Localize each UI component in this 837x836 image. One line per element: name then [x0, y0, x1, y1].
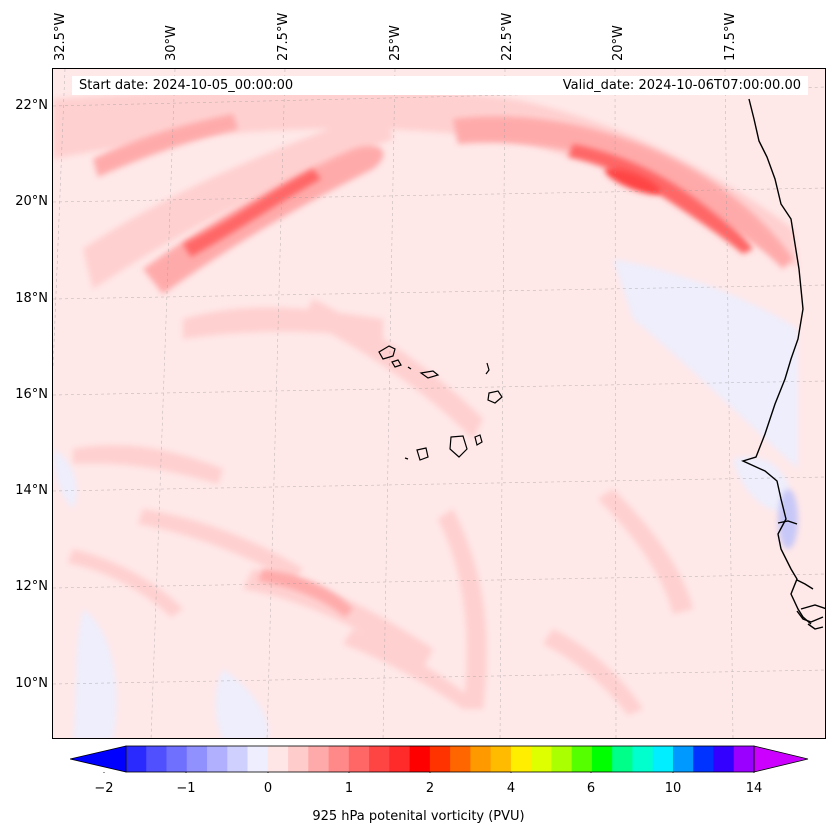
coastline [741, 98, 825, 630]
colorbar-segment [207, 746, 228, 772]
colorbar-segment [672, 746, 694, 772]
colorbar-tick-label: 6 [586, 781, 596, 796]
colorbar-tickmarks [103, 772, 755, 773]
colorbar-outline [125, 745, 755, 773]
colorbar-segment [126, 746, 147, 772]
longitude-label: 32.5°W [53, 12, 68, 61]
longitude-label: 20°W [611, 25, 626, 61]
colorbar-label: 925 hPa potenital vorticity (PVU) [312, 809, 525, 824]
colorbar-segment [571, 746, 593, 772]
colorbar-segment [267, 746, 289, 772]
colorbar-segment [450, 746, 471, 772]
latitude-label: 14°N [15, 483, 48, 498]
colorbar [70, 745, 809, 773]
colorbar-segment [531, 746, 552, 772]
colorbar-segment [551, 746, 573, 772]
longitude-label: 25°W [388, 25, 403, 61]
colorbar-min-arrow [70, 745, 127, 773]
colorbar-tick-label: 14 [745, 781, 763, 796]
colorbar-segment [713, 746, 735, 772]
longitude-label: 17.5°W [723, 12, 738, 61]
colorbar-segment [308, 746, 330, 772]
latitude-label: 20°N [15, 194, 48, 209]
colorbar-segment [733, 746, 755, 772]
colorbar-segment [652, 746, 674, 772]
colorbar-segment [288, 746, 309, 772]
colorbar-segment [409, 746, 431, 772]
start-date-text: Start date: 2024-10-05_00:00:00 [79, 78, 294, 93]
latitude-label: 16°N [15, 387, 48, 402]
longitude-label: 27.5°W [276, 12, 291, 61]
colorbar-segment [389, 746, 411, 772]
colorbar-tick-label: −1 [176, 781, 196, 796]
colorbar-tick-label: 4 [506, 781, 516, 796]
longitude-label: 30°W [164, 25, 179, 61]
pv-negative-areas [53, 259, 798, 738]
longitude-label: 22.5°W [500, 12, 515, 61]
latitude-label: 12°N [15, 579, 48, 594]
latitude-label: 18°N [15, 291, 48, 306]
colorbar-segment [146, 746, 168, 772]
colorbar-segment [693, 746, 714, 772]
colorbar-tick-label: 1 [344, 781, 354, 796]
colorbar-segment [470, 746, 492, 772]
pv-streaks-light [53, 87, 798, 715]
colorbar-segment [166, 746, 188, 772]
colorbar-tick-label: −2 [94, 781, 114, 796]
latitude-label: 22°N [15, 98, 48, 113]
colorbar-segment [490, 746, 512, 772]
pv-streaks-medium [93, 114, 793, 617]
colorbar-segment [369, 746, 390, 772]
colorbar-segment [227, 746, 249, 772]
colorbar-segment [328, 746, 350, 772]
map-canvas [53, 69, 825, 738]
colorbar-segment [247, 746, 269, 772]
island-outlines [378, 345, 503, 461]
latitude-label: 10°N [15, 676, 48, 691]
valid-date-text: Valid_date: 2024-10-06T07:00:00.00 [562, 78, 801, 93]
date-header-box [72, 76, 808, 95]
colorbar-segment [348, 746, 370, 772]
pv-streaks-strong [183, 144, 753, 257]
colorbar-segments [126, 746, 755, 772]
colorbar-segment [591, 746, 613, 772]
colorbar-tick-label: 10 [664, 781, 682, 796]
colorbar-tick-label: 0 [263, 781, 273, 796]
map-gridlines [53, 69, 825, 738]
colorbar-segment [612, 746, 633, 772]
colorbar-max-arrow [753, 745, 809, 773]
colorbar-segment [429, 746, 451, 772]
pv-core-max [605, 167, 661, 195]
colorbar-segment [632, 746, 654, 772]
colorbar-segment [510, 746, 532, 772]
colorbar-tick-label: 2 [425, 781, 435, 796]
map-frame [52, 68, 826, 739]
colorbar-segment [186, 746, 208, 772]
